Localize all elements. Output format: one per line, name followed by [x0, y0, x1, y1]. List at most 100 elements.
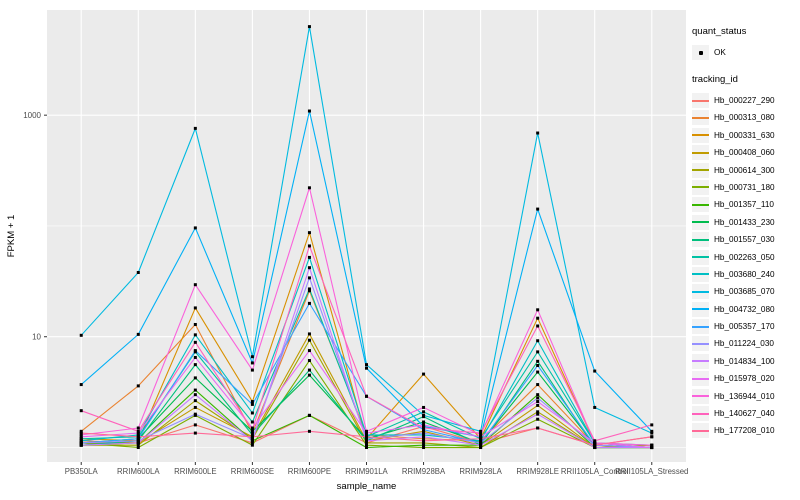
legend-item-label: Hb_000614_300 [714, 165, 775, 175]
data-point [593, 446, 597, 450]
legend-item-Hb_001557_030: Hb_001557_030 [692, 231, 798, 248]
legend-item-label: Hb_001557_030 [714, 235, 775, 245]
data-point [136, 443, 140, 447]
data-point [136, 332, 140, 336]
data-point [136, 437, 140, 441]
data-point [307, 109, 311, 113]
data-point [193, 126, 197, 130]
legend-item-label: Hb_136944_010 [714, 391, 775, 401]
series-line-swatch [692, 134, 709, 137]
quant-status-key [692, 45, 709, 60]
legend-title-tracking-id: tracking_id [692, 74, 738, 85]
series-color-key [692, 145, 709, 161]
data-point [79, 441, 83, 445]
legend-item-label: Hb_177208_010 [714, 426, 775, 436]
data-point [536, 316, 540, 320]
data-point [193, 322, 197, 326]
data-point [193, 393, 197, 397]
legend-item-label: Hb_002263_050 [714, 252, 775, 262]
data-point [307, 231, 311, 235]
series-line-swatch [692, 290, 709, 293]
series-color-key [692, 93, 709, 108]
data-point [250, 429, 254, 433]
data-point [250, 400, 254, 404]
legend-item-label: Hb_000227_290 [714, 96, 775, 105]
legend-item-label: Hb_011224_030 [714, 339, 774, 349]
y-tick-label: 10 [32, 333, 41, 342]
data-point [422, 441, 426, 445]
legend-item-label: OK [714, 48, 726, 57]
data-point [422, 433, 426, 437]
series-line-swatch [692, 377, 709, 380]
legend-item-Hb_002263_050: Hb_002263_050 [692, 249, 798, 266]
data-point [250, 439, 254, 443]
legend-title-quant-status: quant_status [692, 26, 747, 37]
data-point [536, 350, 540, 354]
data-point [307, 349, 311, 353]
data-point [250, 361, 254, 365]
legend-item-Hb_015978_020: Hb_015978_020 [692, 370, 798, 387]
data-point [479, 441, 483, 445]
data-point [422, 429, 426, 433]
series-line-swatch [692, 256, 709, 259]
data-point [307, 289, 311, 293]
data-point [136, 426, 140, 430]
x-tick-label: RRIM928LE [516, 467, 558, 476]
data-point [422, 428, 426, 432]
data-point [136, 271, 140, 275]
data-point [193, 399, 197, 403]
legend-item-label: Hb_014834_100 [714, 356, 775, 366]
data-point [307, 338, 311, 342]
data-point [307, 429, 311, 433]
legend-item-Hb_001433_230: Hb_001433_230 [692, 214, 798, 231]
data-point [422, 423, 426, 427]
data-point [250, 443, 254, 447]
data-point [136, 384, 140, 388]
data-point [422, 431, 426, 435]
data-point [136, 435, 140, 439]
data-point [536, 308, 540, 312]
series-color-key [692, 232, 709, 248]
series-color-key [692, 423, 709, 439]
legend-item-label: Hb_000731_180 [714, 182, 775, 192]
data-point [193, 283, 197, 287]
data-point [536, 426, 540, 430]
data-point [193, 363, 197, 367]
data-point [136, 433, 140, 437]
legend-item-Hb_005357_170: Hb_005357_170 [692, 318, 798, 335]
data-point [593, 369, 597, 373]
data-point [536, 403, 540, 407]
data-point [79, 333, 83, 337]
data-point [536, 363, 540, 367]
data-point [365, 363, 368, 367]
legend-item-Hb_001357_110: Hb_001357_110 [692, 196, 798, 213]
data-point [250, 441, 254, 445]
legend-item-Hb_014834_100: Hb_014834_100 [692, 353, 798, 370]
data-point [79, 443, 83, 447]
data-point [536, 324, 540, 328]
data-point [365, 441, 368, 445]
data-point [479, 439, 483, 443]
x-tick-label: RRIM600PE [288, 467, 331, 476]
series-line-swatch [692, 360, 709, 363]
data-point [536, 359, 540, 363]
series-color-key [692, 197, 709, 213]
data-point [593, 443, 597, 447]
series-color-key [692, 162, 709, 178]
y-tick-label: 1000 [23, 111, 41, 120]
data-point [365, 446, 368, 450]
legend-item-Hb_004732_080: Hb_004732_080 [692, 301, 798, 318]
legend-item-label: Hb_000408_060 [714, 148, 775, 158]
data-point [593, 405, 597, 409]
data-point [307, 301, 311, 305]
black-point-icon [698, 50, 703, 55]
x-tick-label: RRII105LA_Stressed [615, 467, 688, 476]
x-tick-label: RRIM928LA [459, 467, 502, 476]
data-point [536, 131, 540, 135]
x-tick-label: RRIM600LE [174, 467, 216, 476]
legend-item-Hb_003685_070: Hb_003685_070 [692, 283, 798, 300]
x-tick-label: RRIM600SE [231, 467, 274, 476]
data-point [422, 405, 426, 409]
legend-item-Hb_000331_630: Hb_000331_630 [692, 127, 798, 144]
series-line-swatch [692, 395, 709, 398]
